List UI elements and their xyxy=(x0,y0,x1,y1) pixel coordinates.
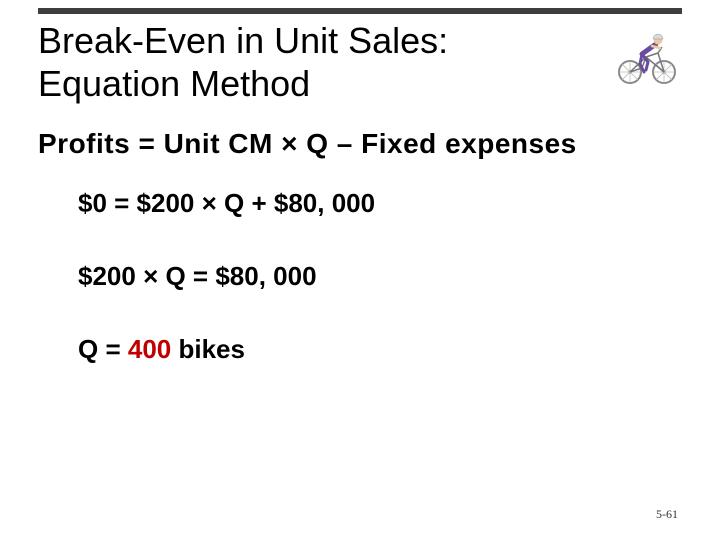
slide-number: 5-61 xyxy=(656,507,678,522)
result-unit: bikes xyxy=(171,334,245,364)
equation-result: Q = 400 bikes xyxy=(78,334,682,365)
equation-step-1: $0 = $200 × Q + $80, 000 xyxy=(78,188,682,219)
title-line-1: Break-Even in Unit Sales: xyxy=(38,20,598,63)
title-bar xyxy=(38,8,682,14)
equation-step-2: $200 × Q = $80, 000 xyxy=(78,261,682,292)
cyclist-icon xyxy=(612,24,682,84)
result-q-label: Q = xyxy=(78,334,128,364)
slide: Break-Even in Unit Sales: Equation Metho… xyxy=(0,0,720,540)
slide-title: Break-Even in Unit Sales: Equation Metho… xyxy=(38,20,598,105)
equation-main: Profits = Unit CM × Q – Fixed expenses xyxy=(38,128,682,160)
result-value: 400 xyxy=(128,334,171,364)
title-line-2: Equation Method xyxy=(38,63,598,104)
body-content: Profits = Unit CM × Q – Fixed expenses $… xyxy=(38,128,682,407)
